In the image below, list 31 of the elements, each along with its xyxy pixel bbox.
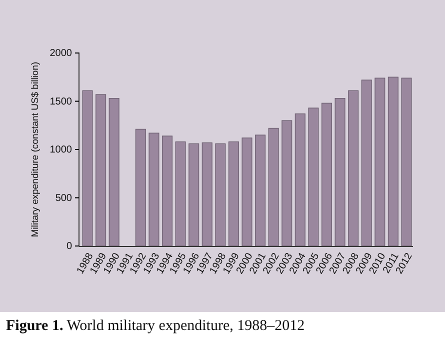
bar	[202, 142, 212, 246]
bar	[255, 134, 266, 246]
y-tick-label: 1000	[50, 144, 72, 156]
bar	[175, 141, 186, 246]
bar	[242, 138, 252, 246]
bar	[374, 78, 386, 246]
bar	[348, 90, 359, 246]
bar	[135, 128, 146, 246]
bar	[401, 78, 412, 246]
bar	[321, 102, 332, 246]
bar	[388, 76, 398, 246]
bar	[308, 108, 319, 246]
bar	[148, 132, 160, 246]
bar	[162, 136, 173, 246]
y-tick-label: 500	[55, 192, 72, 204]
bar	[188, 143, 200, 246]
bar	[334, 98, 346, 246]
y-axis-title: Military expenditure (constant US$ billion)	[30, 62, 41, 238]
bar	[228, 141, 239, 246]
bar	[108, 98, 120, 246]
y-tick-label: 0	[66, 241, 72, 252]
text: Figure 1. World military expenditure, 1988–2012	[6, 318, 305, 334]
bar	[96, 94, 106, 246]
bar	[282, 120, 292, 246]
bar	[215, 143, 226, 246]
bar	[268, 128, 279, 246]
bar	[82, 90, 93, 246]
bar	[361, 80, 372, 246]
bar	[294, 113, 306, 246]
y-tick-label: 1500	[50, 96, 72, 108]
y-tick-label: 2000	[50, 48, 72, 60]
